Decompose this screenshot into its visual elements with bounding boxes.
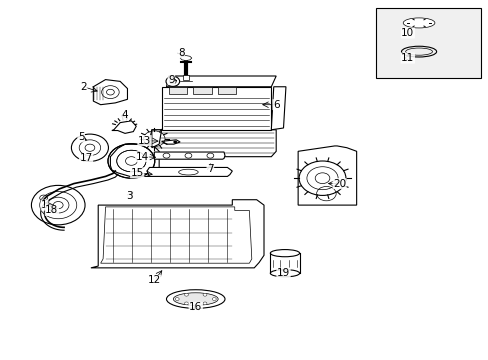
Text: 19: 19 — [276, 268, 289, 278]
Polygon shape — [161, 140, 180, 144]
Polygon shape — [91, 200, 264, 268]
Polygon shape — [271, 87, 285, 130]
Text: 7: 7 — [206, 164, 213, 174]
Text: 13: 13 — [138, 136, 151, 145]
Polygon shape — [154, 152, 224, 159]
Polygon shape — [161, 87, 271, 130]
Text: 12: 12 — [147, 275, 161, 285]
Polygon shape — [217, 87, 236, 94]
Ellipse shape — [270, 249, 299, 257]
Polygon shape — [112, 121, 136, 134]
Circle shape — [175, 298, 179, 301]
Circle shape — [173, 140, 177, 143]
Text: 3: 3 — [126, 191, 133, 201]
Polygon shape — [147, 167, 232, 176]
Polygon shape — [166, 76, 276, 87]
Text: 14: 14 — [135, 152, 148, 162]
Circle shape — [184, 293, 188, 296]
Text: 8: 8 — [178, 48, 184, 58]
Circle shape — [203, 302, 206, 305]
Text: 17: 17 — [79, 153, 92, 163]
Text: 4: 4 — [122, 111, 128, 121]
Text: 18: 18 — [45, 206, 59, 216]
Circle shape — [212, 298, 216, 301]
Text: 5: 5 — [78, 132, 84, 142]
Polygon shape — [298, 146, 356, 205]
Text: 1: 1 — [41, 200, 48, 210]
Polygon shape — [152, 130, 161, 148]
Text: 10: 10 — [401, 28, 413, 38]
Text: 16: 16 — [189, 302, 202, 312]
Polygon shape — [93, 80, 127, 105]
Text: 9: 9 — [168, 75, 174, 85]
Polygon shape — [101, 207, 251, 263]
Polygon shape — [149, 130, 276, 157]
Text: 15: 15 — [130, 168, 143, 178]
Text: 11: 11 — [401, 53, 414, 63]
Circle shape — [184, 302, 188, 305]
Bar — [182, 75, 189, 80]
Polygon shape — [168, 87, 187, 94]
Circle shape — [165, 76, 179, 86]
Ellipse shape — [173, 293, 218, 305]
Ellipse shape — [403, 18, 434, 28]
Text: 20: 20 — [332, 179, 346, 189]
Text: 6: 6 — [272, 100, 279, 110]
Bar — [375, 8, 480, 78]
Circle shape — [203, 293, 206, 296]
Ellipse shape — [166, 290, 224, 309]
Text: 2: 2 — [80, 82, 87, 92]
Polygon shape — [180, 55, 191, 60]
Polygon shape — [110, 144, 159, 176]
Polygon shape — [193, 87, 211, 94]
Ellipse shape — [270, 270, 299, 277]
